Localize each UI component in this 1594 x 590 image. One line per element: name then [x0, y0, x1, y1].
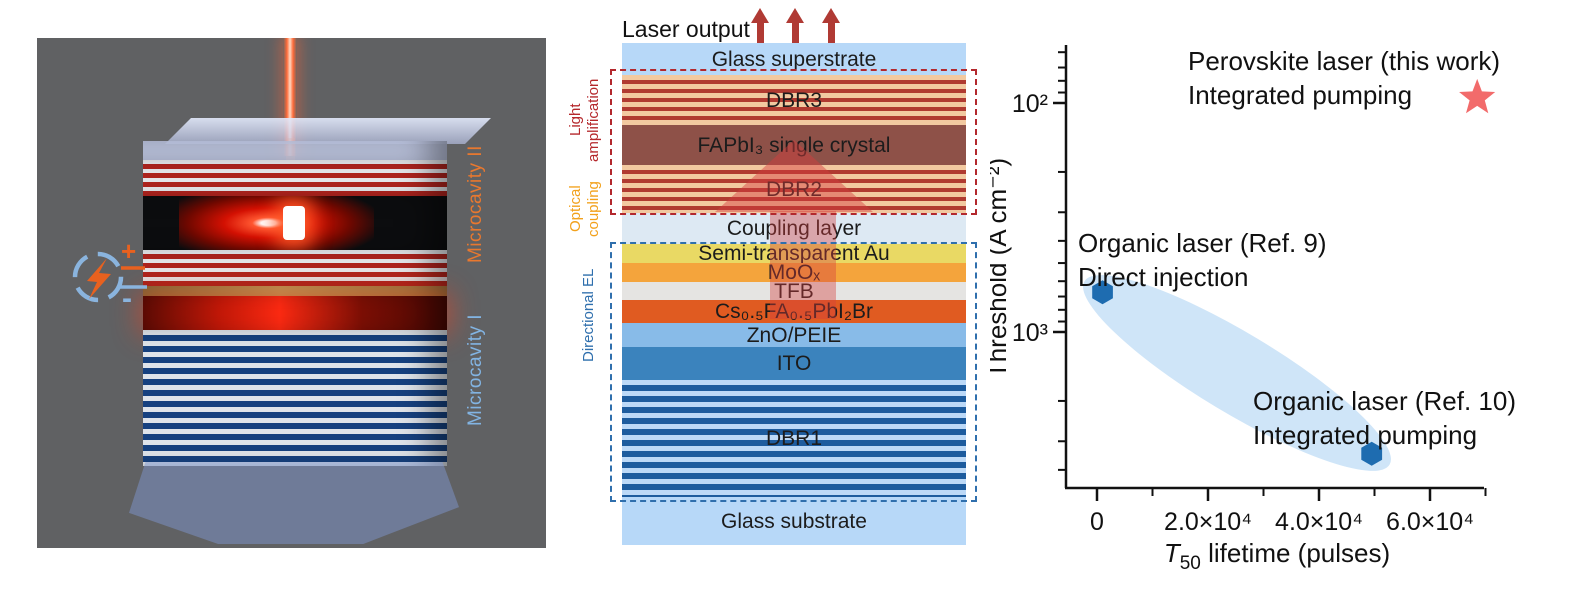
electroluminescent-layer [143, 296, 447, 330]
optical-coupling-label-line1: Optical [567, 185, 584, 233]
power-supply-circuit: + - [72, 236, 147, 315]
dbr-mirror-blue-stack [143, 330, 447, 466]
glass-substrate-block [129, 462, 459, 544]
stack-layer-label: Glass substrate [721, 509, 867, 533]
stack-layer-label: Semi-transparent Au [698, 242, 890, 265]
circuit-circle-icon [72, 251, 124, 303]
axis-ticks: 10² 10³ 0 2.0×10⁴ 4.0×10⁴ 6.0×10⁴ [1012, 51, 1487, 536]
annotation-perovskite-line2: Integrated pumping [1188, 80, 1412, 110]
stack-layer-dbr1: DBR1 [622, 380, 966, 497]
emission-coupling-arrow-stem [770, 211, 836, 319]
stack-layer-ito: ITO [622, 347, 966, 380]
stack-layer-label: MoOₓ [767, 261, 821, 284]
y-axis-title: Threshold (A cm⁻²) [990, 158, 1012, 378]
optical-coupling-label-line2: coupling [585, 181, 602, 237]
laser-output-arrow-icon [822, 8, 840, 23]
dbr-mirror-red-top [143, 160, 447, 196]
stack-layer-label: ZnO/PEIE [746, 323, 842, 347]
light-amplification-box [610, 69, 977, 215]
stack-layer-glass-substrate: Glass substrate [622, 497, 966, 545]
directional-el-box [610, 242, 977, 502]
glass-superstrate-front-face [143, 141, 447, 160]
stack-layer-label: DBR1 [765, 427, 823, 450]
light-amplification-label-line2: amplification [585, 78, 602, 162]
stack-layer-coupling-layer: Coupling layer [622, 213, 966, 244]
device-3d-render-panel: + - Microcavity II Microcavity I [37, 38, 546, 548]
x-axis-title-symbol: T [1164, 538, 1182, 568]
annotation-ref10-line2: Integrated pumping [1253, 420, 1477, 450]
x-tick-label: 2.0×10⁴ [1164, 508, 1252, 536]
stack-layer-semi-transparent-au: Semi-transparent Au [622, 242, 966, 265]
annotation-ref9-line2: Direct injection [1078, 262, 1249, 292]
stack-layer-label: DBR3 [765, 88, 823, 112]
annotation-perovskite-line1: Perovskite laser (this work) [1188, 46, 1500, 76]
stack-layer-label: TFB [774, 279, 814, 303]
x-tick-label: 6.0×10⁴ [1386, 508, 1474, 536]
laser-output-arrow-shaft [828, 20, 835, 43]
lightning-bolt-icon [87, 258, 111, 299]
star-marker [1459, 78, 1496, 114]
stack-layer-label: DBR2 [765, 177, 823, 201]
laser-output-arrow-icon [786, 8, 804, 23]
bright-lasing-spot [282, 205, 305, 241]
stack-layer-label: Cs₀.₅FA₀.₅PbI₂Br [714, 300, 874, 323]
stack-layer-cs05-fa05-pbi2br: Cs₀.₅FA₀.₅PbI₂Br [622, 300, 966, 323]
stack-layer-dbr2: DBR2 [622, 165, 966, 213]
data-markers [1092, 78, 1496, 466]
stack-layer-label: Coupling layer [726, 217, 862, 240]
hexagon-marker [1092, 280, 1113, 305]
microcavity-ii-label: Microcavity II [465, 145, 486, 263]
laser-output-label: Laser output [622, 16, 750, 42]
stack-layer-label: ITO [776, 352, 812, 375]
x-axis-title-rest: lifetime (pulses) [1201, 538, 1390, 568]
hexagon-marker [1361, 441, 1383, 466]
x-tick-label: 4.0×10⁴ [1275, 508, 1363, 536]
x-axis-title: T50 lifetime (pulses) [1164, 538, 1390, 574]
light-amplification-label-line1: Light [567, 103, 584, 137]
plus-terminal-label: + [121, 236, 136, 266]
stack-layer-dbr3: DBR3 [622, 75, 966, 125]
stack-layer-zno-peie: ZnO/PEIE [622, 323, 966, 347]
gain-crystal-layer [143, 196, 447, 250]
stack-layer-label: FAPbI₃ single crystal [697, 133, 891, 157]
directional-el-label: Directional EL [580, 268, 597, 362]
y-tick-label: 10² [1012, 90, 1048, 118]
trend-highlight-ellipse [1083, 275, 1391, 471]
stack-layer-moox: MoOₓ [622, 261, 966, 284]
x-tick-label: 0 [1090, 508, 1104, 536]
minus-terminal-label: - [122, 282, 132, 315]
laser-output-arrow-shaft [757, 20, 764, 43]
microcavity-i-label: Microcavity I [465, 313, 486, 427]
laser-output-arrow-shaft [792, 20, 799, 43]
red-emission-glow [179, 196, 375, 250]
laser-output-arrow-icon [751, 8, 769, 23]
stack-layer-tfb: TFB [622, 279, 966, 303]
annotation-ref10-line1: Organic laser (Ref. 10) [1253, 386, 1516, 416]
stack-layer-label: Glass superstrate [711, 47, 877, 71]
y-tick-label: 10³ [1012, 319, 1048, 347]
gold-electrode-layer [143, 286, 447, 296]
threshold-lifetime-chart: 10² 10³ 0 2.0×10⁴ 4.0×10⁴ 6.0×10⁴ Threshold (… [990, 45, 1516, 574]
stack-layer-fapbi3-single-crystal: FAPbI₃ single crystal [622, 125, 966, 165]
x-axis-title-subscript: 50 [1180, 553, 1201, 574]
dbr-mirror-red-middle [143, 250, 447, 286]
annotation-ref9-line1: Organic laser (Ref. 9) [1078, 228, 1327, 258]
